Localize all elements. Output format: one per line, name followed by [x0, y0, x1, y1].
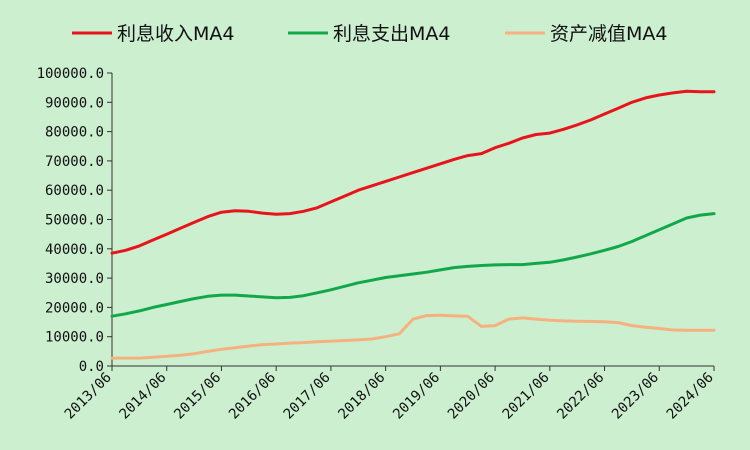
y-tick-label: 10000.0: [45, 330, 104, 346]
y-tick-label: 70000.0: [45, 154, 104, 170]
y-tick-label: 20000.0: [45, 300, 104, 316]
y-tick-label: 50000.0: [45, 213, 104, 229]
legend-label-1: 利息支出MA4: [333, 23, 450, 45]
y-tick-label: 80000.0: [45, 125, 104, 141]
x-tick-label: 2013/06: [62, 370, 115, 423]
series-line-1: [110, 212, 716, 318]
x-tick-label: 2020/06: [445, 370, 498, 423]
x-tick-label: 2024/06: [664, 370, 717, 423]
y-axis-ticks: 0.0 10000.0 20000.0 30000.0 40000.0 50000.0 60…: [37, 66, 112, 375]
series-line-0: [110, 89, 716, 255]
y-tick-label: 60000.0: [45, 183, 104, 199]
legend-label-0: 利息收入MA4: [117, 23, 234, 45]
legend-label-2: 资产减值MA4: [550, 23, 667, 45]
x-tick-label: 2017/06: [281, 370, 334, 423]
x-tick-label: 2014/06: [117, 370, 170, 423]
y-tick-label: 40000.0: [45, 242, 104, 258]
y-tick-label: 90000.0: [45, 95, 104, 111]
series-line-2: [110, 313, 716, 360]
x-tick-label: 2023/06: [609, 370, 662, 423]
y-tick-label: 0.0: [79, 359, 104, 375]
x-tick-label: 2015/06: [171, 370, 224, 423]
legend: 利息收入MA4 利息支出MA4 资产减值MA4: [72, 23, 667, 45]
y-tick-label: 30000.0: [45, 271, 104, 287]
x-tick-label: 2021/06: [500, 370, 553, 423]
x-tick-label: 2016/06: [226, 370, 279, 423]
x-axis-ticks: 2013/06 2014/06 2015/06 2016/06 2017/06 2018/…: [62, 366, 717, 423]
x-tick-label: 2022/06: [554, 370, 607, 423]
series-layer: [110, 89, 716, 360]
x-tick-label: 2018/06: [335, 370, 388, 423]
x-tick-label: 2019/06: [390, 370, 443, 423]
y-tick-label: 100000.0: [37, 66, 104, 82]
